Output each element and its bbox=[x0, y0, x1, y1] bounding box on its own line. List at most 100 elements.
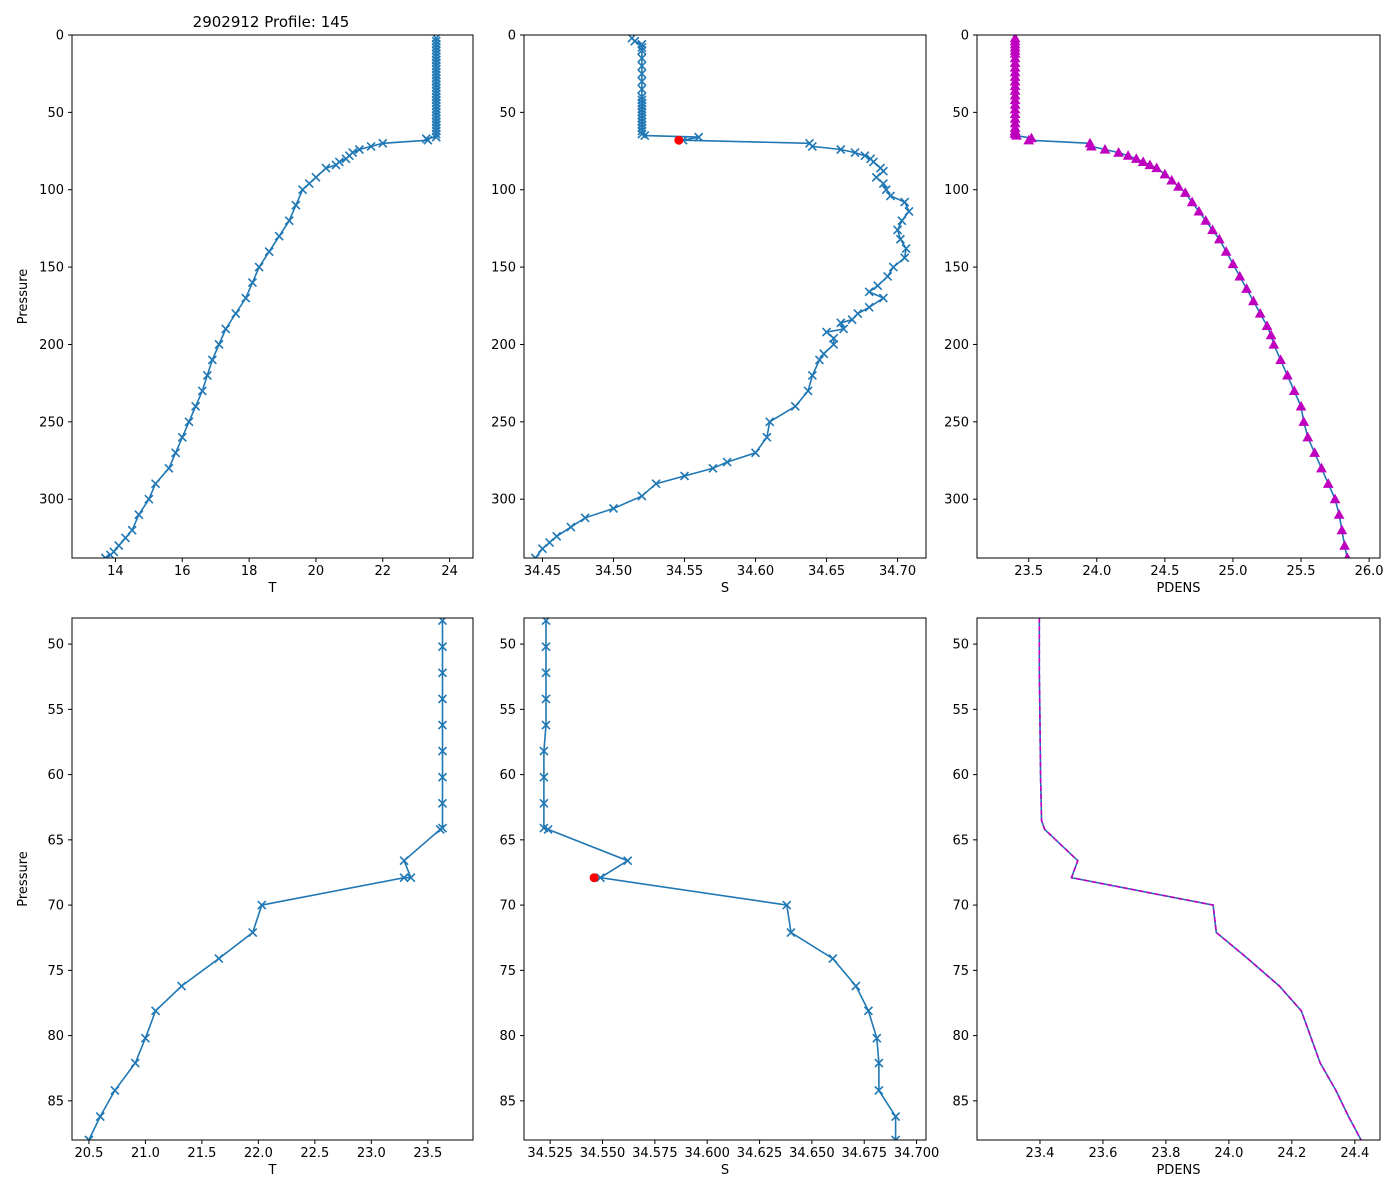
data-point bbox=[1166, 174, 1178, 185]
data-point bbox=[1179, 187, 1191, 197]
data-point bbox=[1023, 134, 1035, 145]
y-tick-label: 55 bbox=[47, 703, 64, 718]
y-tick-label: 85 bbox=[952, 1094, 969, 1109]
y-tick-label: 55 bbox=[499, 703, 516, 718]
data-point bbox=[851, 981, 861, 991]
data-point bbox=[722, 457, 732, 467]
data-point bbox=[184, 417, 194, 427]
data-point bbox=[1298, 416, 1310, 426]
data-point bbox=[637, 84, 647, 94]
data-point bbox=[539, 746, 549, 756]
y-tick-label: 65 bbox=[952, 833, 969, 848]
data-point bbox=[790, 401, 800, 411]
data-point bbox=[883, 271, 893, 281]
y-tick-label: 250 bbox=[944, 415, 969, 430]
data-point bbox=[814, 355, 825, 365]
data-point bbox=[257, 900, 267, 910]
data-point bbox=[864, 287, 874, 297]
panel-bot-dens: 23.4 23.6 23.8 24.0 24.2 24.4 50 55 60 65 70 75 80 85… bbox=[952, 617, 1381, 1178]
plot-area bbox=[530, 35, 914, 558]
y-tick-label: 150 bbox=[491, 261, 516, 276]
data-point bbox=[651, 479, 661, 489]
y-tick-label: 250 bbox=[491, 415, 516, 430]
data-point bbox=[437, 618, 448, 626]
data-point bbox=[437, 642, 448, 652]
data-point bbox=[140, 1033, 150, 1043]
data-point bbox=[541, 694, 551, 704]
y-tick-label: 50 bbox=[47, 106, 64, 121]
x-axis-label: S bbox=[721, 1163, 729, 1178]
data-point bbox=[127, 525, 137, 535]
data-point bbox=[321, 163, 331, 173]
y-tick-label: 300 bbox=[39, 493, 64, 508]
panel-top-temp: 14 16 18 20 22 24 0 50 100 150 200 250 300 T Pressure bbox=[16, 29, 474, 596]
data-point bbox=[829, 339, 839, 350]
data-point bbox=[1248, 295, 1259, 306]
data-point bbox=[541, 618, 551, 626]
x-tick-label: 23.5 bbox=[413, 1146, 442, 1161]
data-point bbox=[537, 544, 548, 554]
x-tick-label: 23.0 bbox=[357, 1146, 386, 1161]
x-tick-label: 34.575 bbox=[632, 1146, 678, 1161]
x-tick-label: 34.525 bbox=[527, 1146, 573, 1161]
y-tick-label: 50 bbox=[952, 638, 969, 653]
data-point bbox=[580, 513, 590, 523]
figure-title: 2902912 Profile: 145 bbox=[193, 13, 350, 31]
data-point bbox=[214, 339, 224, 350]
data-point bbox=[881, 185, 891, 195]
x-tick-label: 14 bbox=[107, 564, 124, 579]
x-tick-label: 34.45 bbox=[524, 564, 561, 579]
data-point bbox=[637, 61, 647, 71]
data-point bbox=[750, 448, 761, 458]
data-point bbox=[120, 533, 131, 543]
data-point bbox=[341, 154, 351, 164]
data-point bbox=[84, 1135, 94, 1140]
data-point bbox=[803, 386, 813, 396]
data-point bbox=[241, 293, 251, 303]
data-point bbox=[399, 873, 409, 883]
data-point bbox=[221, 324, 231, 334]
data-point bbox=[1220, 246, 1232, 256]
data-point bbox=[264, 247, 274, 257]
data-point bbox=[1227, 258, 1239, 269]
data-point bbox=[1336, 524, 1348, 535]
data-point bbox=[786, 927, 796, 938]
x-tick-label: 34.600 bbox=[684, 1146, 730, 1161]
data-point bbox=[807, 141, 817, 151]
x-tick-label: 25.5 bbox=[1287, 564, 1316, 579]
data-point bbox=[1213, 233, 1225, 244]
y-tick-label: 60 bbox=[499, 768, 516, 783]
x-tick-label: 20.5 bbox=[74, 1146, 103, 1161]
x-tick-label: 34.50 bbox=[595, 564, 632, 579]
data-point bbox=[110, 1085, 120, 1095]
y-tick-label: 50 bbox=[47, 638, 64, 653]
data-point bbox=[762, 432, 772, 442]
data-point bbox=[637, 45, 647, 56]
axes-frame bbox=[71, 34, 474, 559]
panel-top-dens: 23.5 24.0 24.5 25.0 25.5 26.0 0 50 100 150 200 250 3… bbox=[944, 29, 1383, 597]
data-point bbox=[637, 53, 647, 63]
x-tick-label: 21.5 bbox=[187, 1146, 216, 1161]
data-point bbox=[901, 243, 911, 254]
data-point bbox=[202, 370, 212, 380]
data-point bbox=[1329, 493, 1341, 504]
panel-bot-temp: 20.5 21.0 21.5 22.0 22.5 23.0 23.5 50 55 60 65 70 75… bbox=[16, 617, 474, 1178]
data-point bbox=[437, 720, 448, 730]
x-tick-label: 24.0 bbox=[1082, 564, 1111, 579]
x-tick-label: 23.5 bbox=[1014, 564, 1043, 579]
data-point bbox=[891, 1135, 901, 1140]
data-point bbox=[95, 1111, 105, 1122]
data-point bbox=[539, 798, 549, 808]
data-point bbox=[291, 200, 301, 210]
y-tick-label: 65 bbox=[499, 833, 516, 848]
axes-frame bbox=[523, 34, 927, 559]
data-point bbox=[274, 231, 284, 241]
data-point bbox=[891, 1111, 901, 1122]
y-tick-label: 60 bbox=[47, 768, 64, 783]
data-point bbox=[247, 278, 258, 288]
data-point bbox=[435, 824, 445, 834]
data-point bbox=[888, 262, 898, 272]
data-point bbox=[541, 642, 551, 652]
y-tick-label: 100 bbox=[944, 183, 969, 198]
